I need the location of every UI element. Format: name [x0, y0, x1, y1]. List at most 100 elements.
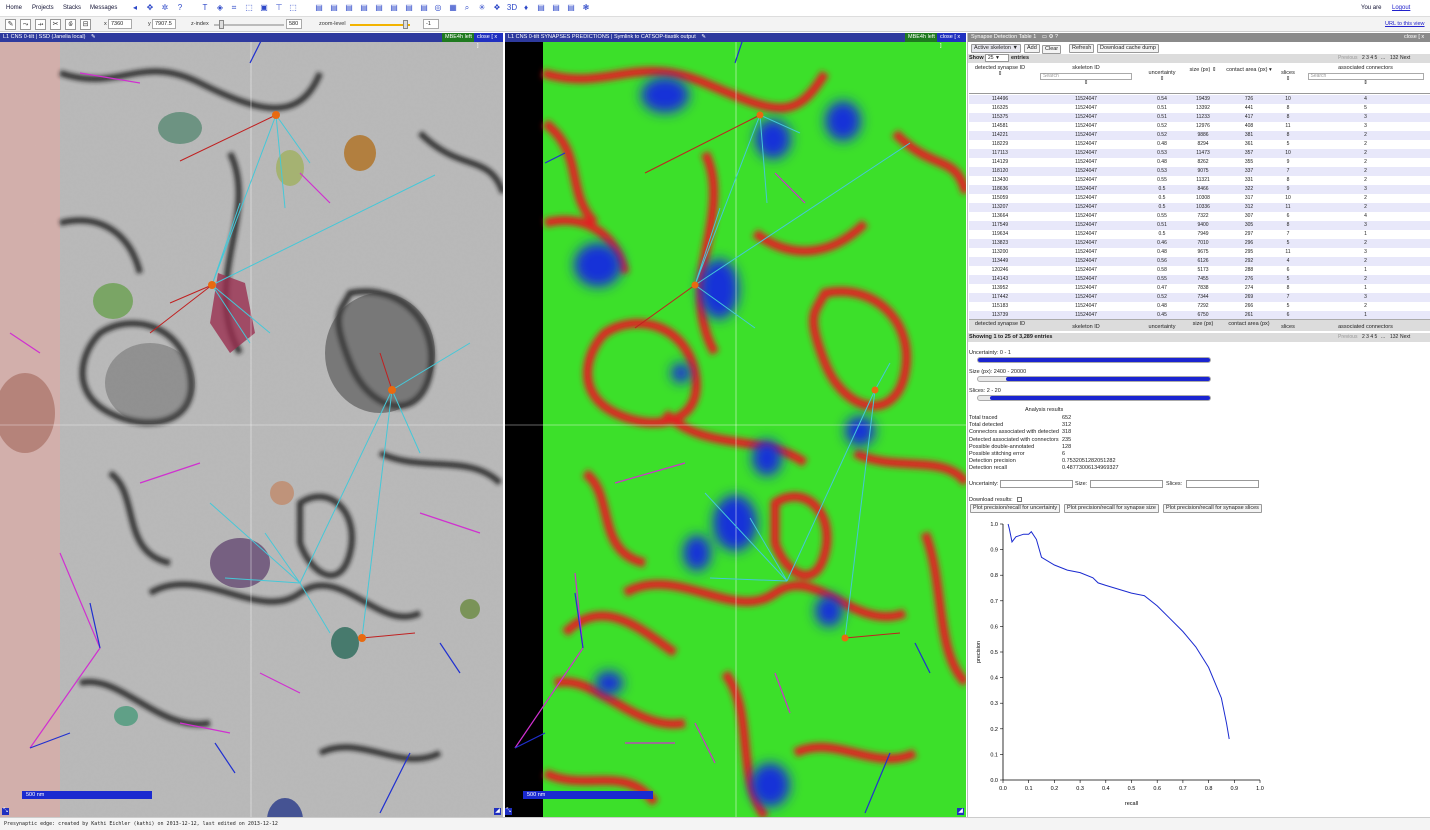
table-row[interactable]: 114581 11524047 0.52 12976 408 11 3	[969, 122, 1430, 131]
table-row[interactable]: 117549 11524047 0.51 9400 305 8 3	[969, 221, 1430, 230]
tool-icon-2[interactable]: ⤳	[20, 19, 31, 30]
trace-tool-icon[interactable]: ⬚	[245, 3, 253, 12]
entries-per-page-select[interactable]: 25 ▼	[985, 54, 1009, 62]
refresh-button[interactable]: Refresh	[1069, 44, 1095, 53]
tree-tool-icon[interactable]: ⊤	[275, 3, 283, 12]
size-range-slider[interactable]	[977, 376, 1211, 382]
widget-icon-1[interactable]: ▤	[315, 3, 323, 12]
table-row[interactable]: 113952 11524047 0.47 7838 274 8 1	[969, 284, 1430, 293]
table-row[interactable]: 118229 11524047 0.48 8294 361 5 2	[969, 140, 1430, 149]
clear-button[interactable]: Clear	[1042, 45, 1062, 54]
download-results-checkbox[interactable]	[1017, 497, 1022, 502]
pager-next[interactable]: Next	[1400, 55, 1411, 61]
menu-messages[interactable]: Messages	[90, 5, 118, 11]
url-to-view-link[interactable]: URL to this view	[1385, 21, 1425, 27]
table-row[interactable]: 113664 11524047 0.55 7322 307 6 4	[969, 212, 1430, 221]
query-icon[interactable]: ❖	[493, 3, 501, 12]
prediction-panel-close-button[interactable]: close [ x ]	[937, 33, 966, 49]
z-index-input[interactable]: 580	[286, 19, 302, 29]
widget-icon-3[interactable]: ▤	[345, 3, 353, 12]
x-coordinate-input[interactable]: 7360	[108, 19, 132, 29]
pager-next-bottom[interactable]: Next	[1400, 334, 1411, 340]
zoom-handle[interactable]	[403, 20, 408, 29]
logout-link[interactable]: Logout	[1392, 5, 1411, 11]
menu-home[interactable]: Home	[6, 5, 23, 11]
pin-icon[interactable]: ♦	[523, 3, 529, 12]
help-icon[interactable]: ?	[177, 3, 183, 12]
pager-previous-bottom[interactable]: Previous	[1338, 334, 1358, 340]
widget-icon-7[interactable]: ▤	[405, 3, 413, 12]
col-header-size[interactable]: size (px) ⇕	[1189, 67, 1217, 73]
widget-icon-11[interactable]: ▤	[567, 3, 575, 12]
slices-input[interactable]	[1186, 480, 1259, 488]
move-icon[interactable]: ✥	[146, 3, 154, 12]
resize-icon[interactable]: ◢	[957, 808, 964, 815]
plot-uncertainty-button[interactable]: Plot precision/recall for uncertainty	[970, 504, 1061, 513]
navigate-icon[interactable]: ◂	[132, 3, 137, 12]
menu-projects[interactable]: Projects	[32, 5, 54, 11]
search-icon[interactable]: ⌕	[464, 3, 470, 12]
pager-previous[interactable]: Previous	[1338, 55, 1358, 61]
widget-close-button[interactable]: close [ x ]	[1404, 34, 1425, 49]
segment-tool-icon[interactable]: ▣	[260, 3, 268, 12]
3d-viewer-icon[interactable]: 3D	[506, 3, 518, 12]
skeleton-id-search-input[interactable]: Search	[1040, 73, 1132, 80]
active-skeleton-select[interactable]: Active skeleton ▼	[971, 44, 1021, 53]
table-icon[interactable]: ▦	[449, 3, 457, 12]
synapse-detection-icon[interactable]: ❃	[582, 3, 590, 12]
z-index-handle[interactable]	[219, 20, 224, 29]
connectors-search-input[interactable]: Search	[1307, 73, 1424, 80]
table-row[interactable]: 115059 11524047 0.5 10308 317 10 2	[969, 194, 1430, 203]
table-row[interactable]: 113200 11524047 0.48 9675 295 11 3	[969, 248, 1430, 257]
window-controls-icon[interactable]: ▭ ⚙ ?	[1041, 34, 1059, 40]
expand-icon[interactable]: ⤡	[505, 808, 512, 815]
table-row[interactable]: 115183 11524047 0.48 7292 266 5 2	[969, 302, 1430, 311]
table-row[interactable]: 120246 11524047 0.58 5173 288 6 1	[969, 266, 1430, 275]
zoom-level-input[interactable]: -1	[423, 19, 439, 29]
add-button[interactable]: Add	[1024, 44, 1040, 53]
table-row[interactable]: 113823 11524047 0.46 7010 296 5 2	[969, 239, 1430, 248]
table-row[interactable]: 116325 11524047 0.51 13392 441 8 5	[969, 104, 1430, 113]
uncertainty-input[interactable]	[1000, 480, 1073, 488]
widget-icon-8[interactable]: ▤	[420, 3, 428, 12]
col-header-uncertainty[interactable]: uncertainty ⇕	[1148, 70, 1176, 82]
table-row[interactable]: 114496 11524047 0.54 19439 726 10 4	[969, 95, 1430, 104]
em-edit-mode-badge[interactable]: MBE4h left	[442, 33, 475, 42]
table-row[interactable]: 114143 11524047 0.55 7455 276 5 2	[969, 275, 1430, 284]
widget-icon-6[interactable]: ▤	[390, 3, 398, 12]
zoom-slider[interactable]	[350, 24, 410, 26]
slices-range-slider[interactable]	[977, 395, 1211, 401]
expand-icon[interactable]: ⤡	[2, 808, 9, 815]
star-icon[interactable]: ✳	[478, 3, 486, 12]
resize-icon[interactable]: ◢	[494, 808, 501, 815]
graph-icon[interactable]: ◎	[434, 3, 442, 12]
crop-tool-icon[interactable]: ⌗	[231, 3, 237, 12]
select-tool-icon[interactable]: ⬚	[289, 3, 297, 12]
draw-tool-icon[interactable]: ✎	[5, 19, 16, 30]
menu-stacks[interactable]: Stacks	[63, 5, 82, 11]
widget-icon-4[interactable]: ▤	[360, 3, 368, 12]
z-index-slider[interactable]	[214, 24, 284, 26]
table-row[interactable]: 114221 11524047 0.52 9886 381 8 2	[969, 131, 1430, 140]
table-row[interactable]: 117113 11524047 0.53 11473 357 10 2	[969, 149, 1430, 158]
tool-icon-3[interactable]: ⤞	[35, 19, 46, 30]
download-cache-button[interactable]: Download cache dump	[1097, 44, 1159, 53]
table-row[interactable]: 113739 11524047 0.45 6750 261 6 1	[969, 311, 1430, 320]
cut-icon[interactable]: ✂	[50, 19, 61, 30]
table-row[interactable]: 118120 11524047 0.53 9075 337 7 2	[969, 167, 1430, 176]
widget-icon-9[interactable]: ▤	[537, 3, 545, 12]
synapse-prediction-viewer[interactable]: L1 CNS 0-tilt SYNAPSES PREDICTIONS | Sym…	[505, 33, 966, 817]
table-row[interactable]: 115375 11524047 0.51 11233 417 8 3	[969, 113, 1430, 122]
table-row[interactable]: 113207 11524047 0.5 10336 312 11 2	[969, 203, 1430, 212]
table-row[interactable]: 118636 11524047 0.5 8466 322 9 3	[969, 185, 1430, 194]
pager-last-bottom[interactable]: 132	[1390, 334, 1399, 340]
pager-pages-bottom[interactable]: 2 3 4 5	[1362, 334, 1378, 340]
table-row[interactable]: 114129 11524047 0.48 8262 355 9 2	[969, 158, 1430, 167]
col-header-slices[interactable]: slices ⇕	[1281, 70, 1295, 82]
tool-icon-6[interactable]: ⊟	[80, 19, 91, 30]
size-input[interactable]	[1090, 480, 1163, 488]
pin-icon[interactable]: ✎	[701, 34, 706, 40]
tag-tool-icon[interactable]: ◈	[216, 3, 224, 12]
col-header-contact-area[interactable]: contact area (px) ▾	[1226, 67, 1272, 73]
col-header-associated-connectors[interactable]: associated connectors Search ⇕	[1301, 65, 1430, 86]
